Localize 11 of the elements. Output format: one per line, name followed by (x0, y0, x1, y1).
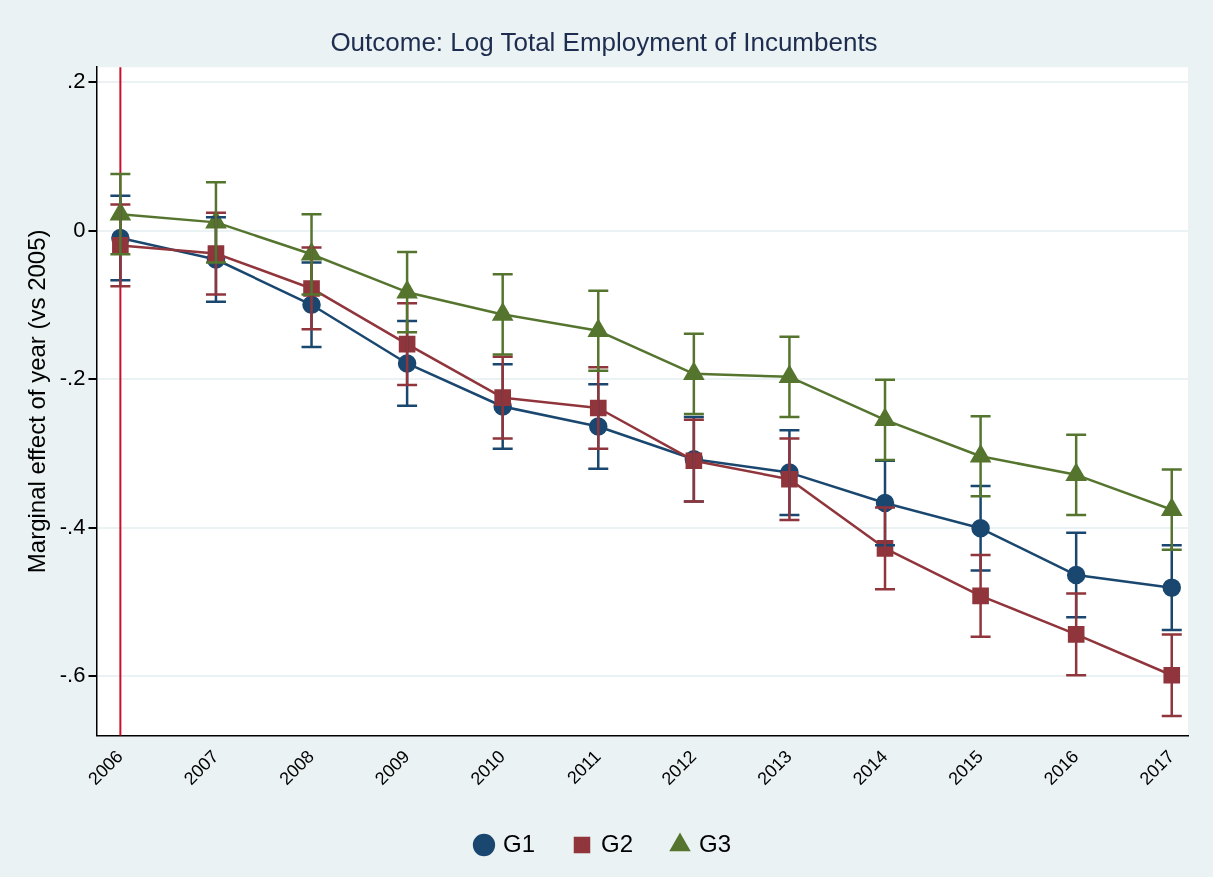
point (1163, 666, 1181, 684)
legend-label: G3 (699, 829, 732, 857)
y-tick-label: -.2 (59, 365, 86, 391)
legend-label: G2 (600, 829, 634, 857)
y-tick-label: -.4 (59, 513, 86, 539)
y-tick-label: 0 (73, 216, 86, 242)
y-axis-title: Marginal effect of year (vs 2005) (23, 229, 51, 574)
y-tick-label: .2 (67, 68, 86, 94)
legend-label: G1 (502, 829, 535, 857)
y-tick-label: -.6 (59, 662, 86, 688)
chart-title: Outcome: Log Total Employment of Incumbents (330, 26, 878, 57)
